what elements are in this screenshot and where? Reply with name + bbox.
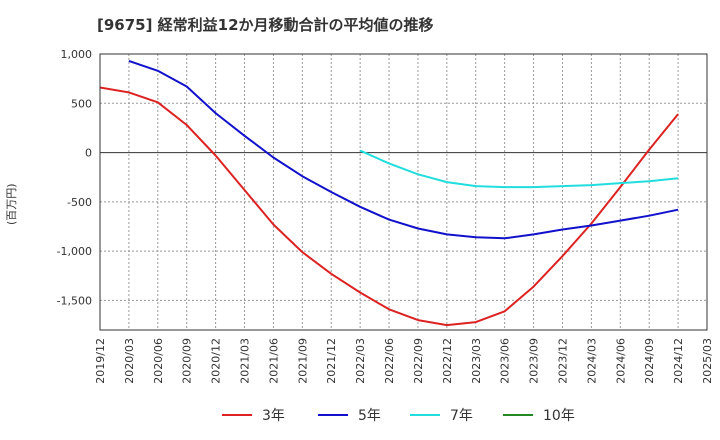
- y-tick-label: 500: [71, 97, 92, 110]
- x-tick-label: 2021/09: [296, 338, 309, 384]
- y-tick-label: -1,500: [57, 294, 92, 307]
- y-tick-label: -500: [67, 196, 92, 209]
- y-tick-layer: 1,000 500 0 -500 -1,000 -1,500: [57, 48, 92, 307]
- x-tick-label: 2022/09: [412, 338, 425, 384]
- plot-frame: [99, 53, 708, 331]
- y-tick-label: 1,000: [61, 48, 93, 61]
- x-tick-label: 2023/12: [556, 338, 569, 384]
- x-tick-layer: 2019/12 2020/03 2020/06 2020/09 2020/12 2021/…: [94, 338, 714, 384]
- legend-label: 10年: [543, 408, 575, 424]
- x-tick-label: 2021/06: [267, 338, 280, 384]
- x-tick-label: 2024/06: [614, 338, 627, 384]
- series-line: [128, 59, 679, 240]
- x-tick-label: 2024/12: [672, 338, 685, 384]
- x-tick-label: 2020/09: [181, 338, 194, 384]
- legend-label: 3年: [262, 408, 285, 424]
- series-line: [359, 149, 679, 189]
- legend-label: 5年: [358, 408, 381, 424]
- x-tick-label: 2024/03: [585, 338, 598, 384]
- x-tick-label: 2020/06: [152, 338, 165, 384]
- grid-layer: [100, 54, 707, 330]
- y-tick-label: 0: [85, 147, 92, 160]
- legend-label: 7年: [450, 408, 473, 424]
- x-tick-label: 2025/03: [701, 338, 714, 384]
- x-tick-label: 2024/09: [643, 338, 656, 384]
- x-tick-label: 2023/03: [470, 338, 483, 384]
- x-tick-label: 2022/03: [354, 338, 367, 384]
- x-tick-label: 2020/12: [210, 338, 223, 384]
- y-tick-label: -1,000: [57, 245, 92, 258]
- x-tick-label: 2023/06: [499, 338, 512, 384]
- x-tick-label: 2023/09: [528, 338, 541, 384]
- chart-title: [9675] 経常利益12か月移動合計の平均値の推移: [97, 16, 434, 34]
- x-tick-label: 2020/03: [123, 338, 136, 384]
- x-tick-label: 2022/12: [441, 338, 454, 384]
- x-tick-label: 2022/06: [383, 338, 396, 384]
- x-tick-label: 2021/12: [325, 338, 338, 384]
- x-tick-label: 2019/12: [94, 338, 107, 384]
- series-line: [99, 86, 679, 327]
- x-tick-label: 2021/03: [239, 338, 252, 384]
- legend: 3年 5年 7年 10年: [222, 408, 575, 424]
- series-layer: [99, 59, 679, 327]
